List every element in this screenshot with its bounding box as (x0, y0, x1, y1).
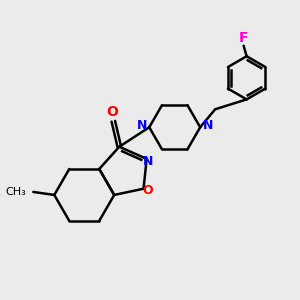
Text: CH₃: CH₃ (5, 187, 26, 197)
Text: N: N (143, 155, 153, 168)
Text: N: N (202, 119, 213, 132)
Text: F: F (238, 31, 248, 45)
Text: N: N (136, 119, 147, 132)
Text: O: O (143, 184, 153, 197)
Text: O: O (106, 105, 118, 119)
